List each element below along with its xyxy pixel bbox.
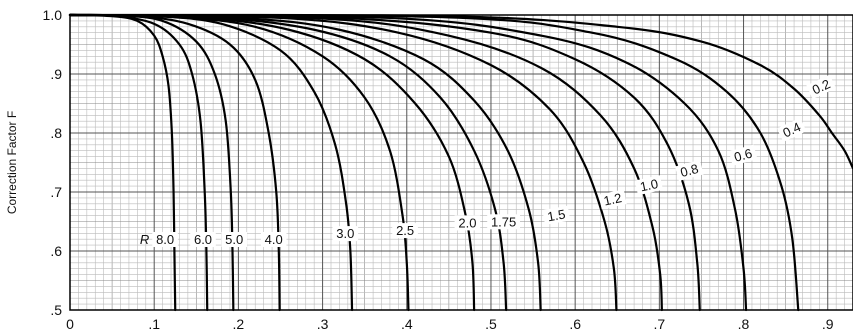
curve-label-0-8: 0.8 bbox=[675, 159, 704, 182]
curve-label-text: 1.5 bbox=[546, 206, 566, 224]
curve-label-bg bbox=[806, 74, 836, 100]
curve-label-text: 4.0 bbox=[265, 232, 283, 247]
curve-label-bg bbox=[675, 159, 704, 182]
curve-label-bg bbox=[776, 117, 807, 143]
curve-label-1-0: 1.0 bbox=[634, 175, 664, 196]
x-tick-label: .3 bbox=[317, 316, 329, 332]
x-tick-label: 0 bbox=[66, 316, 74, 332]
curve-label-text: 2.5 bbox=[396, 223, 414, 238]
y-tick-labels: 1.0 .9 .8 .7 .6 .5 bbox=[43, 7, 63, 318]
y-tick-label: .7 bbox=[50, 184, 62, 200]
curve-label-bg bbox=[728, 144, 758, 166]
curve-label-bg bbox=[221, 232, 247, 247]
curve-label-4-0: 4.0 bbox=[260, 232, 287, 247]
curve-label-text: 1.2 bbox=[602, 190, 623, 208]
curve-label-bg bbox=[332, 226, 359, 242]
curve-label-text: 0.4 bbox=[780, 119, 803, 140]
curve-r-0-2 bbox=[68, 13, 853, 170]
curve-label-1-5: 1.5 bbox=[542, 205, 571, 225]
curve-labels-layer: 8.0 R 6.0 5.0 4.0 3.0 2.5 2.0 1.75 1.5 1.2 1.0 0.8 0.… bbox=[140, 74, 836, 247]
plot-frame bbox=[69, 14, 853, 311]
curve-label-bg bbox=[392, 223, 418, 239]
curve-label-bg bbox=[152, 232, 178, 247]
curve-label-text: 6.0 bbox=[194, 232, 212, 247]
x-tick-label: .6 bbox=[569, 316, 581, 332]
curve-label-2-5: 2.5 bbox=[392, 223, 418, 239]
curve-label-text: 8.0 bbox=[156, 232, 174, 247]
curve-label-text: 0.2 bbox=[810, 76, 833, 97]
curve-label-8-0: 8.0 R bbox=[140, 232, 178, 247]
y-tick-label: .8 bbox=[50, 125, 62, 141]
x-tick-label: .8 bbox=[738, 316, 750, 332]
y-tick-label: .6 bbox=[50, 243, 62, 259]
curve-label-bg bbox=[190, 232, 216, 247]
curve-label-text: 5.0 bbox=[225, 232, 243, 247]
curve-label-bg bbox=[598, 189, 627, 210]
curve-label-0-2: 0.2 bbox=[806, 74, 836, 100]
curve-label-1-75: 1.75 bbox=[487, 214, 520, 230]
curve-label-0-6: 0.6 bbox=[728, 144, 758, 166]
y-tick-label: 1.0 bbox=[43, 7, 63, 23]
curve-label-bg bbox=[634, 175, 664, 196]
curve-label-3-0: 3.0 bbox=[332, 226, 359, 242]
curve-label-text: 0.6 bbox=[732, 146, 753, 165]
curve-label-5-0: 5.0 bbox=[221, 232, 247, 247]
y-axis-label: Correction Factor F bbox=[5, 111, 19, 214]
series-prefix-label: R bbox=[140, 232, 149, 247]
curve-label-1-2: 1.2 bbox=[598, 189, 627, 210]
x-tick-label: .2 bbox=[233, 316, 245, 332]
y-tick-label: .5 bbox=[50, 302, 62, 318]
x-tick-label: .1 bbox=[148, 316, 160, 332]
curve-label-2-0: 2.0 bbox=[454, 215, 481, 231]
curve-label-6-0: 6.0 bbox=[190, 232, 216, 247]
curve-label-bg bbox=[260, 232, 287, 247]
curve-label-text: 2.0 bbox=[458, 215, 476, 230]
curve-label-bg bbox=[454, 215, 481, 231]
curve-label-0-4: 0.4 bbox=[776, 117, 807, 143]
x-tick-label: .9 bbox=[822, 316, 834, 332]
x-tick-label: .4 bbox=[401, 316, 413, 332]
curve-label-bg bbox=[542, 205, 571, 225]
curves-layer bbox=[68, 13, 853, 312]
x-tick-label: .7 bbox=[654, 316, 666, 332]
curve-label-text: 3.0 bbox=[336, 226, 354, 241]
curve-label-text: 0.8 bbox=[679, 161, 700, 180]
curve-label-text: 1.75 bbox=[491, 214, 516, 229]
curve-r-1-5 bbox=[68, 13, 542, 312]
y-tick-label: .9 bbox=[50, 66, 62, 82]
curve-label-bg bbox=[487, 214, 520, 230]
curve-label-text: 1.0 bbox=[639, 176, 660, 194]
x-tick-label: .5 bbox=[485, 316, 497, 332]
x-tick-labels: 0 .1 .2 .3 .4 .5 .6 .7 .8 .9 bbox=[66, 316, 834, 332]
